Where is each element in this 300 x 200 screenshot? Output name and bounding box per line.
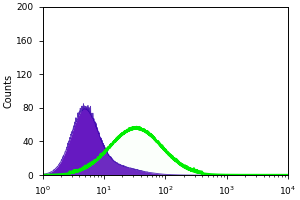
Y-axis label: Counts: Counts — [4, 74, 14, 108]
